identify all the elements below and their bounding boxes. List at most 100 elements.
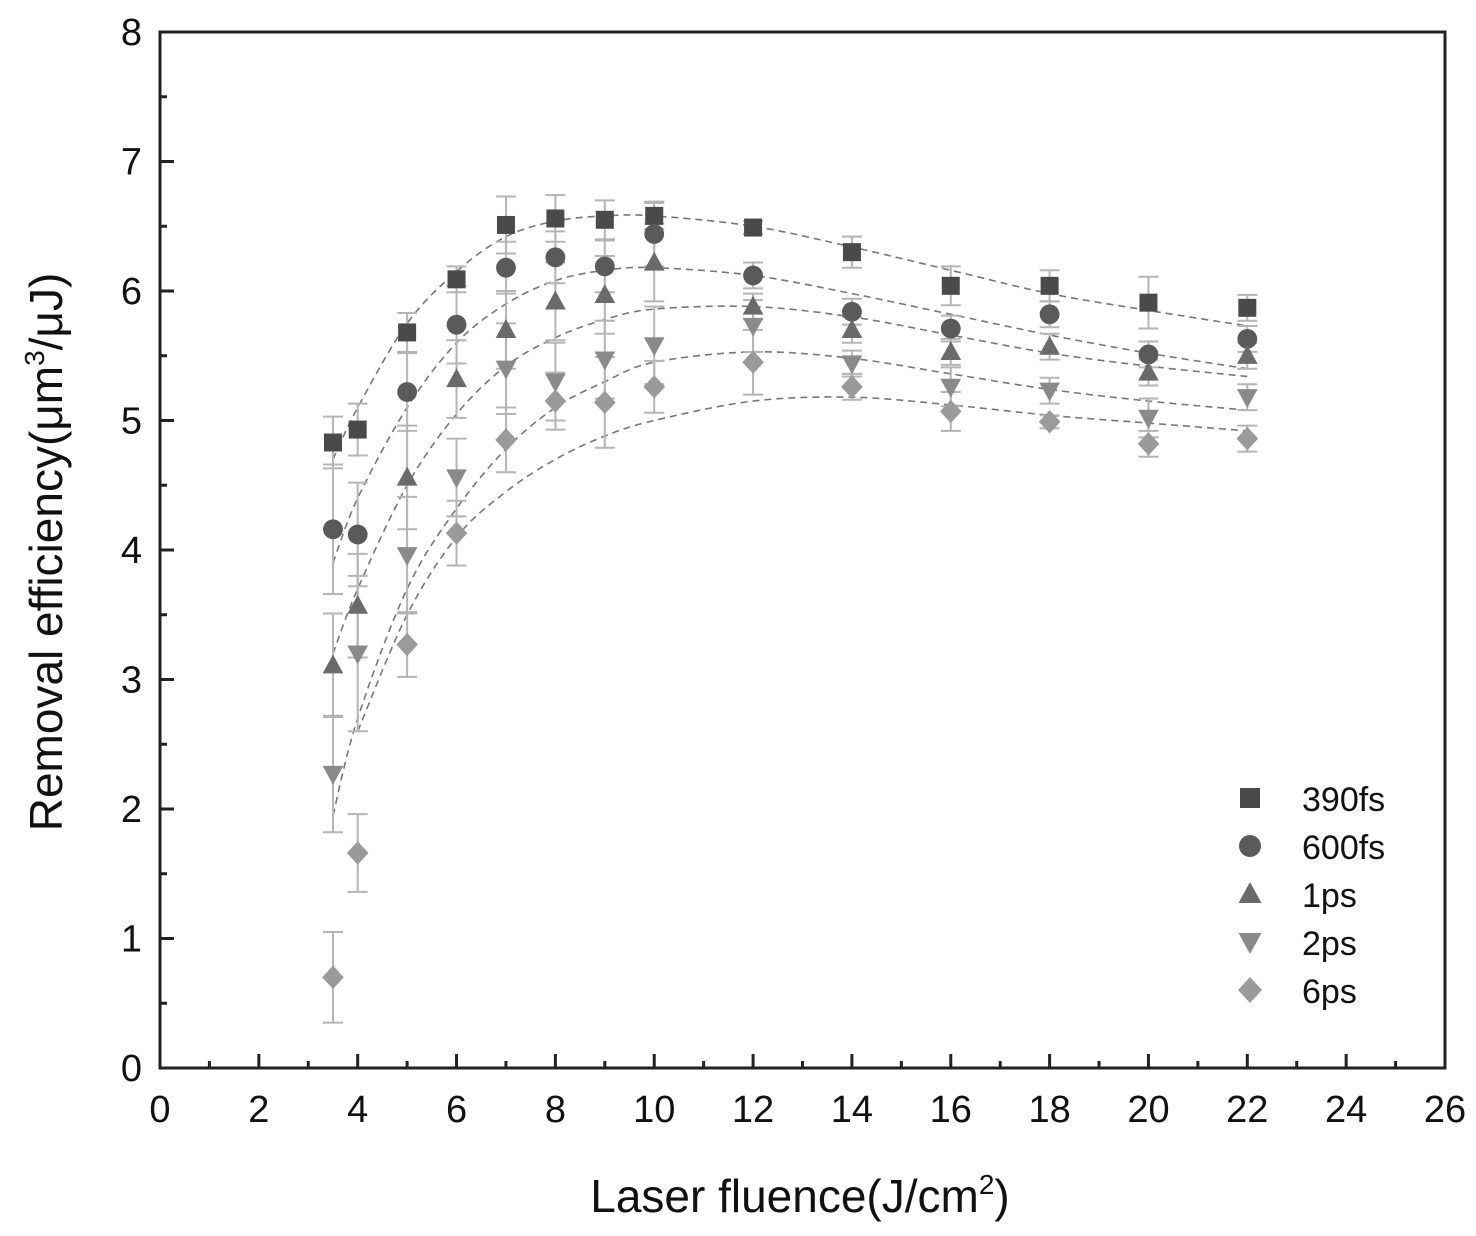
legend-marker-600fs [1239,835,1261,857]
legend-label-2ps: 2ps [1302,925,1357,963]
data-point-2ps [1039,382,1060,402]
data-point-6ps [544,389,567,413]
legend: 390fs 600fs 1ps 2ps 6ps [1238,781,1385,1011]
x-tick-label: 4 [347,1089,368,1131]
data-point-390fs [398,323,417,342]
data-point-390fs [348,420,367,439]
data-point-2ps [594,351,616,371]
y-tick-label: 0 [121,1048,142,1090]
y-tick-label: 1 [121,919,142,961]
x-tick-label: 14 [831,1089,873,1131]
x-tick-label: 22 [1226,1089,1268,1131]
x-tick-label: 24 [1325,1089,1367,1131]
data-point-390fs [595,210,614,229]
x-tick-label: 10 [633,1089,675,1131]
data-point-600fs [594,256,615,277]
data-point-1ps [742,295,764,315]
x-tick-label: 6 [446,1089,467,1131]
y-tick-label: 2 [121,789,142,831]
x-tick-label: 2 [248,1089,269,1131]
x-axis-label: Laser fluence(J/cm2) [590,1169,1010,1222]
fit-curve-390fs [332,214,1248,460]
data-points [322,206,1259,990]
data-point-6ps [346,841,369,865]
fit-curve-1ps [332,305,1248,654]
y-tick-label: 4 [121,530,142,572]
data-point-390fs [496,215,515,234]
x-tick-label: 20 [1127,1089,1169,1131]
data-point-6ps [1236,426,1259,451]
data-point-1ps [940,341,962,360]
data-point-390fs [645,206,664,225]
data-point-6ps [594,390,616,415]
legend-label-1ps: 1ps [1302,877,1357,915]
x-tick-label: 26 [1424,1089,1466,1131]
data-point-1ps [1138,361,1159,381]
data-point-390fs [1139,293,1158,312]
data-point-1ps [396,466,418,486]
data-point-2ps [396,547,418,566]
data-point-390fs [941,276,960,295]
data-point-2ps [940,378,962,398]
fit-curves [332,214,1248,816]
data-point-1ps [322,654,344,674]
data-point-600fs [940,318,961,339]
data-point-1ps [347,594,369,614]
data-point-6ps [396,632,418,657]
data-point-6ps [643,375,666,399]
data-point-600fs [545,247,566,268]
legend-label-390fs: 390fs [1302,781,1385,819]
data-point-2ps [545,373,566,393]
data-point-600fs [397,382,418,402]
x-tick-label: 16 [930,1089,972,1131]
data-point-1ps [446,368,467,388]
fit-curve-2ps [332,350,1248,816]
data-point-600fs [1138,344,1159,365]
data-point-600fs [644,224,665,244]
legend-label-600fs: 600fs [1302,829,1385,867]
data-point-600fs [1237,329,1258,349]
data-point-1ps [594,284,616,303]
y-tick-label: 5 [121,401,142,443]
data-point-1ps [545,290,566,310]
x-tick-label: 8 [545,1089,566,1131]
data-point-6ps [841,375,863,399]
legend-marker-390fs [1240,788,1260,808]
data-point-390fs [546,209,565,228]
data-point-1ps [1039,335,1060,355]
y-axis-label: Removal efficiency(μm3/μJ) [19,273,72,832]
fit-curve-6ps [356,396,1248,732]
data-point-1ps [643,251,665,271]
legend-label-6ps: 6ps [1302,973,1357,1011]
data-point-2ps [643,337,665,357]
y-tick-label: 7 [121,142,142,184]
fit-curve-600fs [332,266,1248,564]
data-point-1ps [841,319,863,338]
data-point-390fs [447,270,466,289]
x-tick-label: 18 [1028,1089,1070,1131]
data-point-6ps [445,521,468,545]
data-point-600fs [743,265,763,286]
data-point-600fs [323,519,343,540]
y-tick-labels: 0 1 2 3 4 5 6 7 8 [121,12,142,1090]
y-tick-label: 3 [121,660,142,702]
data-point-600fs [496,257,516,278]
data-point-600fs [842,301,862,322]
data-point-600fs [446,314,467,335]
y-tick-label: 6 [121,271,142,313]
plot-frame [158,30,1447,1070]
data-point-6ps [322,965,344,990]
data-point-1ps [1236,344,1258,364]
data-point-2ps [841,355,863,375]
data-point-2ps [347,645,369,665]
data-point-6ps [495,428,517,452]
x-tick-label: 12 [732,1089,774,1131]
data-point-2ps [1236,389,1258,408]
data-point-2ps [742,317,764,337]
x-tick-label: 0 [149,1089,170,1131]
data-point-390fs [744,218,763,237]
data-point-2ps [495,360,517,380]
axis-ticks [158,30,1447,1070]
